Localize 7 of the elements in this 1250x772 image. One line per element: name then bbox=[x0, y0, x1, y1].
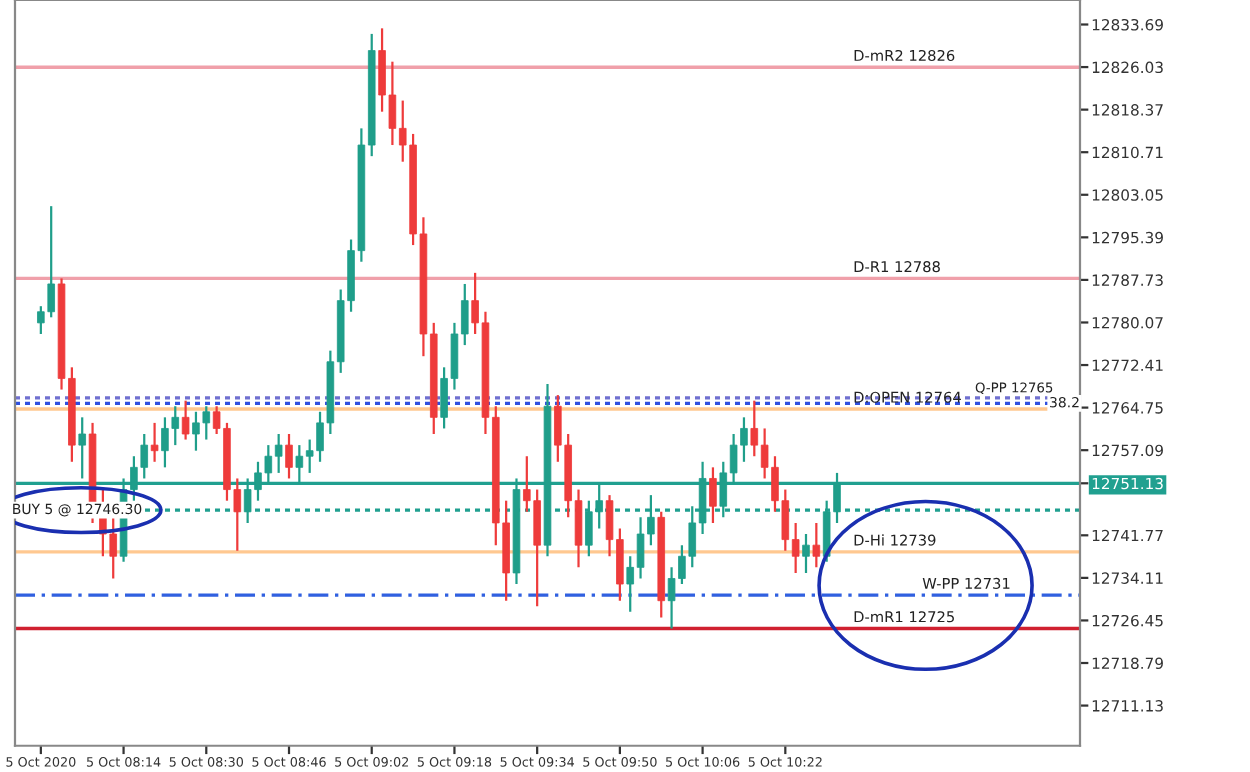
candlestick bbox=[150, 421, 159, 463]
candlestick bbox=[181, 399, 190, 441]
candlestick bbox=[812, 521, 821, 569]
candlestick bbox=[802, 532, 810, 575]
candlestick bbox=[285, 432, 293, 480]
candlestick bbox=[78, 416, 86, 480]
candlestick bbox=[709, 466, 717, 525]
